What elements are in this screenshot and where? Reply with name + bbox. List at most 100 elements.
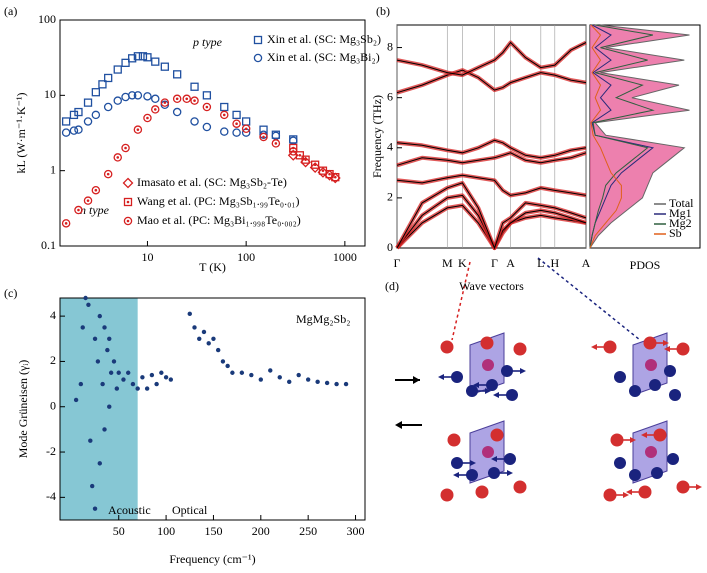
data-point: [78, 381, 84, 387]
marker-dot: [333, 175, 337, 179]
marker-dot: [274, 142, 278, 145]
marker-dot: [244, 127, 248, 131]
annotation: Acoustic: [108, 503, 151, 517]
data-point: [111, 359, 117, 364]
marker: [83, 117, 93, 126]
marker: [331, 173, 340, 182]
y-tick-label: 100: [38, 12, 56, 26]
marker: [315, 379, 320, 385]
data-point: [144, 386, 150, 391]
y-tick-label: 8: [387, 39, 393, 53]
data-point: [197, 336, 202, 341]
marker: [104, 73, 113, 83]
data-point: [232, 119, 241, 128]
marker-dot: [175, 97, 179, 101]
marker: [202, 122, 212, 132]
panel-label: (b): [376, 4, 390, 18]
phonon-band: [396, 41, 587, 76]
marker: [277, 375, 282, 380]
marker: [192, 325, 197, 330]
pdos-fill: [590, 25, 690, 248]
data-point: [151, 57, 160, 66]
displacement-head: [485, 388, 491, 394]
data-point: [160, 62, 169, 71]
data-point: [187, 311, 192, 317]
marker: [151, 94, 160, 104]
marker-dot: [193, 99, 196, 102]
marker: [168, 377, 174, 382]
mg-atom: [664, 365, 676, 377]
marker: [225, 363, 230, 369]
data-point: [86, 302, 91, 307]
data-point: [103, 102, 113, 112]
displacement-head: [453, 472, 459, 478]
marker: [133, 125, 143, 134]
mg-atom: [629, 469, 641, 481]
marker: [107, 404, 112, 409]
marker: [74, 125, 83, 134]
data-point: [135, 386, 140, 391]
y-tick-label: 0.1: [41, 238, 56, 252]
marker: [253, 53, 263, 63]
marker: [88, 438, 93, 443]
marker-dot: [106, 172, 110, 176]
panel-label: (a): [4, 4, 17, 18]
marker-dot: [64, 222, 68, 225]
marker: [239, 370, 245, 375]
data-point: [91, 110, 101, 120]
data-point: [133, 52, 143, 61]
marker-dot: [321, 169, 325, 172]
data-point: [151, 94, 160, 104]
marker: [61, 128, 71, 137]
sb-atom: [475, 485, 489, 499]
plot-frame: [59, 297, 366, 521]
phonon-band: [396, 152, 587, 166]
data-point: [90, 483, 95, 489]
data-point: [69, 126, 79, 135]
marker: [138, 52, 148, 61]
data-point: [190, 82, 199, 91]
panel-label: (d): [385, 279, 399, 293]
marker-dot: [205, 105, 209, 109]
mg-atom: [651, 467, 663, 479]
marker: [343, 381, 349, 387]
marker: [74, 205, 83, 215]
marker: [83, 295, 88, 301]
data-point: [128, 54, 137, 63]
sb-atom: [603, 340, 617, 354]
data-point: [74, 107, 83, 117]
data-point: [123, 216, 133, 226]
y-tick-label: 0: [50, 398, 56, 412]
data-point: [97, 461, 102, 466]
data-point: [151, 105, 160, 114]
displacement-head: [438, 374, 444, 380]
data-point: [97, 313, 102, 319]
data-point: [211, 336, 216, 341]
data-point: [220, 127, 229, 136]
data-point: [225, 363, 230, 369]
mg-atom: [501, 365, 513, 377]
mg-atom: [466, 469, 478, 481]
y-tick-label: 4: [50, 308, 56, 322]
marker: [133, 52, 143, 61]
marker: [108, 370, 114, 375]
marker-dot: [222, 113, 226, 117]
data-point: [288, 147, 298, 156]
marker: [121, 58, 130, 67]
x-tick-label: Γ: [491, 256, 498, 270]
marker-dot: [124, 146, 127, 150]
data-point: [259, 132, 268, 142]
marker: [310, 160, 320, 169]
phonon-band: [396, 139, 587, 159]
marker: [187, 311, 192, 317]
marker: [160, 98, 170, 107]
marker: [103, 169, 113, 179]
marker: [202, 102, 212, 112]
pdos-line: [589, 24, 690, 249]
data-point: [232, 128, 241, 137]
marker: [206, 341, 211, 346]
marker: [91, 88, 100, 97]
data-point: [121, 58, 130, 67]
marker: [125, 370, 131, 375]
